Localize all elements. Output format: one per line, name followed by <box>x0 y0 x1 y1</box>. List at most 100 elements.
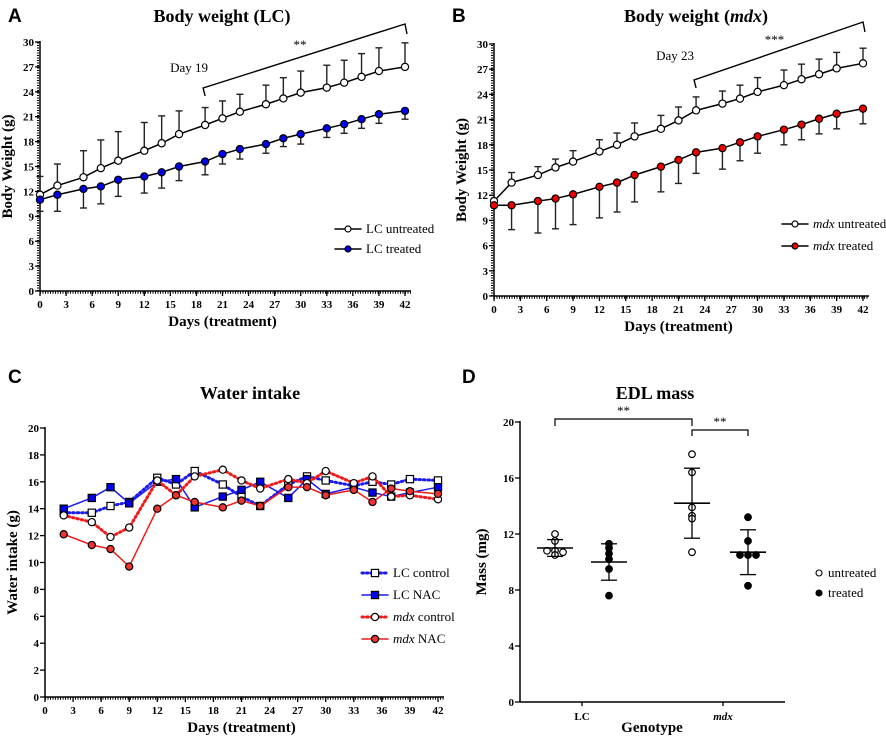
data-point <box>218 503 227 512</box>
x-tick-label: 30 <box>295 299 307 311</box>
data-point <box>218 149 227 159</box>
x-tick-label: 3 <box>70 705 76 717</box>
significance-bracket <box>693 21 866 89</box>
data-point <box>218 480 227 489</box>
chart-title: Body weight (mdx) <box>624 6 768 27</box>
x-tick-label: 6 <box>89 299 95 311</box>
x-tick-label: 39 <box>373 299 385 311</box>
y-tick-label: 6 <box>34 611 40 623</box>
y-tick-label: 10 <box>28 558 40 570</box>
y-tick-label: 9 <box>29 211 35 223</box>
x-tick-label: 15 <box>180 705 192 717</box>
data-point <box>405 474 415 484</box>
panel-d: D EDL mass 0 4 8 12 16 20 Mass (mg) LC mdx Genotype… <box>462 367 877 736</box>
y-tick-label: 6 <box>29 236 35 248</box>
y-tick-label: 4 <box>509 641 515 653</box>
data-point <box>368 488 377 497</box>
legend-item: untreated <box>815 565 877 580</box>
significance-bracket <box>554 418 693 426</box>
open-circle-legend-marker <box>344 225 352 233</box>
legend-label: LC NAC <box>393 587 440 602</box>
data-point <box>237 476 246 485</box>
data-point <box>106 501 115 511</box>
data-point <box>157 139 166 148</box>
data-point <box>125 523 134 532</box>
data-point <box>174 129 184 139</box>
y-tick-label: 14 <box>28 504 40 516</box>
data-point <box>174 162 184 171</box>
x-tick-label: 18 <box>647 304 659 316</box>
series-lc-control <box>59 466 443 517</box>
data-point <box>321 466 330 476</box>
data-point <box>387 484 396 493</box>
x-tick-label: 39 <box>831 304 843 316</box>
data-point <box>302 482 312 492</box>
panel-label: D <box>462 367 476 388</box>
y-tick-label: 8 <box>509 585 515 597</box>
legend-item: treated <box>815 585 864 600</box>
open-circle-legend-marker <box>791 220 799 228</box>
x-tick-label: 6 <box>544 304 550 316</box>
data-point <box>595 147 604 156</box>
data-point <box>605 591 613 600</box>
data-point <box>433 482 443 492</box>
data-point <box>797 120 806 129</box>
series-lc-treated <box>35 106 410 213</box>
legend-item: mdx untreated <box>781 216 886 231</box>
filled-circle-legend-marker <box>815 589 823 597</box>
legend-item: mdx control <box>360 609 455 624</box>
data-point <box>79 173 88 182</box>
data-point <box>858 59 868 68</box>
x-tick-label: 30 <box>752 304 764 316</box>
group-mdx-treated <box>730 513 766 590</box>
data-point <box>688 450 696 459</box>
y-tick-label: 16 <box>503 473 515 485</box>
data-point <box>87 508 96 517</box>
data-point <box>171 474 181 484</box>
y-tick-label: 3 <box>483 266 489 278</box>
data-point <box>279 94 288 103</box>
x-tick-label: 27 <box>726 304 738 316</box>
legend-item: mdx NAC <box>361 631 445 646</box>
y-tick-label: 24 <box>477 89 489 101</box>
data-point <box>256 477 265 487</box>
x-tick-label: 0 <box>491 304 497 316</box>
data-point <box>339 78 349 87</box>
series-line <box>39 66 406 196</box>
legend-item: LC treated <box>334 241 422 256</box>
data-point <box>284 493 293 503</box>
legend-label: treated <box>828 585 864 600</box>
data-point <box>106 544 115 554</box>
y-tick-label: 6 <box>483 241 489 253</box>
y-axis-title: Body Weight (g) <box>454 118 470 222</box>
data-point <box>568 190 578 199</box>
legend-label: mdx NAC <box>393 631 445 646</box>
panel-b: B Body weight (mdx)036912151821242730Body… <box>452 6 886 335</box>
y-tick-label: 8 <box>34 584 40 596</box>
y-tick-label: 27 <box>477 64 489 76</box>
legend-label: mdx untreated <box>813 216 886 231</box>
data-point <box>489 201 499 210</box>
data-point <box>200 120 210 130</box>
data-point <box>59 504 68 513</box>
data-point <box>96 182 106 191</box>
data-point <box>433 489 443 499</box>
filled-square-legend-marker <box>370 590 380 600</box>
x-tick-label: 24 <box>264 705 276 717</box>
legend-item: LC NAC <box>361 587 440 602</box>
data-point <box>533 196 543 206</box>
data-point <box>218 492 227 501</box>
data-point <box>688 548 696 557</box>
panel-label: B <box>452 6 466 27</box>
data-point <box>832 64 841 73</box>
data-point <box>321 476 330 485</box>
significance-label: ** <box>617 403 630 418</box>
group-lc-treated <box>591 539 627 600</box>
data-point <box>779 125 789 134</box>
significance-label: ** <box>714 414 727 429</box>
data-point <box>656 162 666 171</box>
x-tick-label: 36 <box>805 304 817 316</box>
data-point <box>53 190 62 199</box>
data-point <box>59 530 68 539</box>
data-point <box>559 548 567 557</box>
